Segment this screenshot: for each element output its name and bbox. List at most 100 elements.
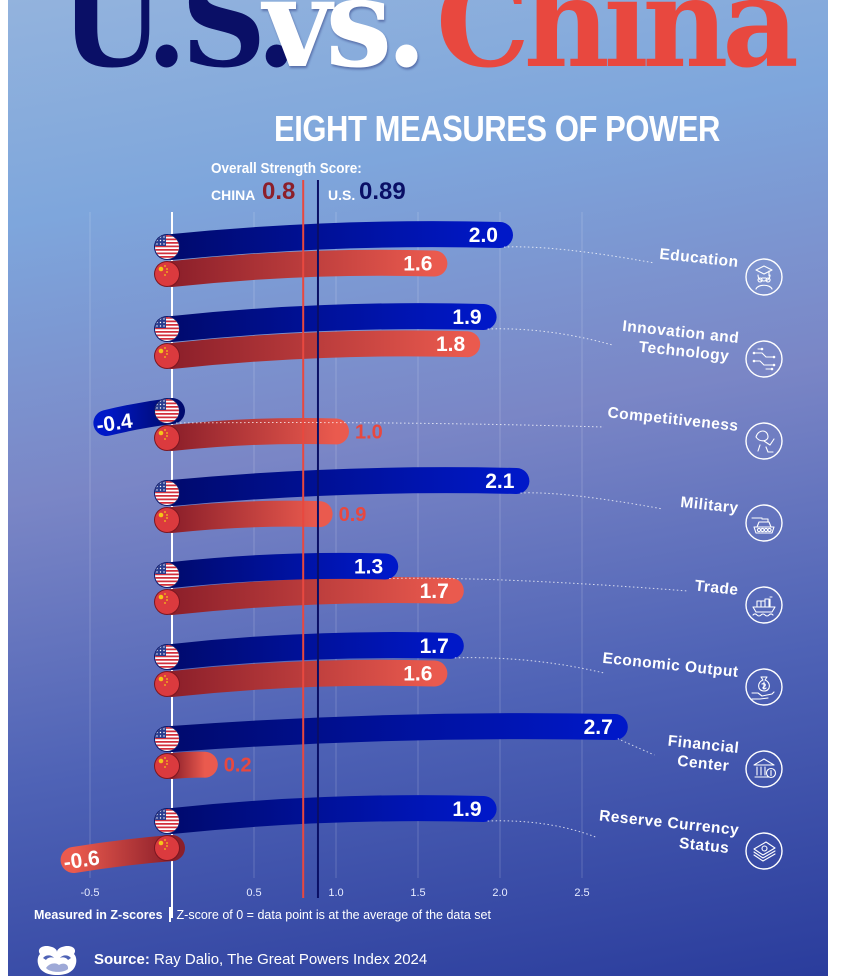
overall-score-heading: Overall Strength Score: (211, 160, 362, 177)
x-axis-ticks: -0.5 0.5 1.0 1.5 2.0 2.5 (81, 887, 590, 899)
category-label-3: Military (680, 494, 740, 517)
us-flag-icon (154, 562, 180, 588)
us-flag-icon (154, 644, 180, 670)
value-label-us-6: 2.7 (584, 716, 613, 739)
category-label-line: Economic Output (602, 650, 740, 681)
bar-china-4 (159, 577, 464, 615)
leader-line (503, 246, 655, 264)
category-label-line: Status (678, 835, 730, 857)
source-label: Source: (94, 951, 150, 968)
bar-china-3 (159, 500, 333, 533)
value-label-china-6: 0.2 (224, 755, 252, 777)
category-label-2: Competitiveness (607, 404, 740, 435)
bar-us-7 (159, 795, 497, 834)
us-flag-icon (154, 808, 180, 834)
bar-china-1 (159, 330, 481, 369)
category-label-line: Reserve Currency (598, 807, 740, 839)
value-label-china-5: 1.6 (403, 663, 432, 686)
us-flag-icon (154, 234, 180, 260)
bar-us-0 (159, 221, 513, 260)
x-tick-label: -0.5 (81, 887, 100, 899)
overall-china-value: 0.8 (262, 178, 296, 205)
source-line: Source: Ray Dalio, The Great Powers Inde… (94, 951, 427, 968)
us-flag-icon (154, 480, 180, 506)
value-label-us-0: 2.0 (469, 224, 498, 247)
circuit-icon (745, 340, 783, 378)
x-tick-label: 0.5 (246, 887, 261, 899)
overall-us-label: U.S. (328, 187, 356, 203)
category-label-5: Economic Output (602, 650, 740, 681)
leader-line (454, 657, 605, 674)
value-label-us-4: 1.3 (354, 555, 383, 578)
x-tick-label: 1.0 (328, 887, 343, 899)
china-flag-icon (154, 507, 180, 533)
leader-line (487, 328, 613, 346)
category-label-4: Trade (694, 577, 739, 598)
flags-layer (154, 234, 180, 861)
cash-stack-icon (745, 832, 783, 870)
value-label-us-3: 2.1 (485, 470, 515, 493)
title-us: U.S. (60, 0, 297, 96)
value-label-china-2: 1.0 (355, 421, 383, 443)
category-label-line: Military (680, 494, 740, 517)
category-label-line: Education (659, 246, 740, 271)
category-label-line: Center (676, 753, 730, 775)
leader-line (487, 820, 596, 838)
us-flag-icon (154, 726, 180, 752)
value-label-us-5: 1.7 (420, 635, 449, 658)
title: U.S. vs. China (8, 0, 828, 110)
bar-us-6 (159, 713, 628, 752)
china-flag-icon (154, 671, 180, 697)
handshake-icon (745, 422, 783, 460)
value-label-china-1: 1.8 (436, 333, 466, 356)
value-label-us-2: -0.4 (95, 410, 134, 438)
subtitle: EIGHT MEASURES OF POWER (274, 108, 720, 149)
tank-icon (745, 504, 783, 542)
x-tick-label: 1.5 (410, 887, 425, 899)
overall-us-value: 0.89 (359, 178, 406, 205)
measured-label: Measured in Z-scores (34, 908, 163, 922)
visual-capitalist-logo-icon (37, 945, 77, 975)
graduate-icon (745, 258, 783, 296)
category-label-line: Trade (694, 577, 739, 598)
x-tick-label: 2.0 (492, 887, 507, 899)
bar-us-4 (159, 552, 399, 588)
cargo-ship-icon (745, 586, 783, 624)
bar-us-5 (159, 632, 464, 670)
overall-china-label: CHINA (211, 187, 256, 203)
china-flag-icon (154, 343, 180, 369)
value-label-china-7: -0.6 (62, 847, 101, 875)
category-label-0: Education (659, 246, 740, 271)
value-label-us-7: 1.9 (452, 798, 481, 821)
category-label-line: Competitiveness (607, 404, 740, 435)
title-china: China (436, 0, 799, 96)
x-tick-label: 2.5 (574, 887, 589, 899)
value-label-china-4: 1.7 (420, 580, 449, 603)
source-text: Ray Dalio, The Great Powers Index 2024 (154, 951, 428, 968)
china-flag-icon (154, 835, 180, 861)
china-flag-icon (154, 753, 180, 779)
china-flag-icon (154, 261, 180, 287)
value-label-china-0: 1.6 (403, 253, 432, 276)
china-flag-icon (154, 425, 180, 451)
leader-line (520, 492, 663, 510)
bar-china-2 (159, 417, 349, 451)
bar-us-3 (159, 467, 530, 506)
us-flag-icon (154, 316, 180, 342)
us-flag-icon (154, 398, 180, 424)
bar-us-1 (159, 303, 497, 342)
footnote: Measured in Z-scores Z-score of 0 = data … (34, 907, 491, 922)
chart-canvas: -0.5 0.5 1.0 1.5 2.0 2.5 1.6 2.0 Education 1.8 1.… (60, 180, 783, 918)
china-flag-icon (154, 589, 180, 615)
leader-line (389, 577, 689, 592)
reference-lines (302, 180, 319, 898)
money-bag-hand-icon (745, 668, 783, 706)
divider (168, 907, 171, 922)
value-label-china-3: 0.9 (339, 504, 367, 526)
value-label-us-1: 1.9 (452, 306, 481, 329)
zscore-note: Z-score of 0 = data point is at the aver… (176, 908, 491, 922)
bank-icon (745, 750, 783, 788)
